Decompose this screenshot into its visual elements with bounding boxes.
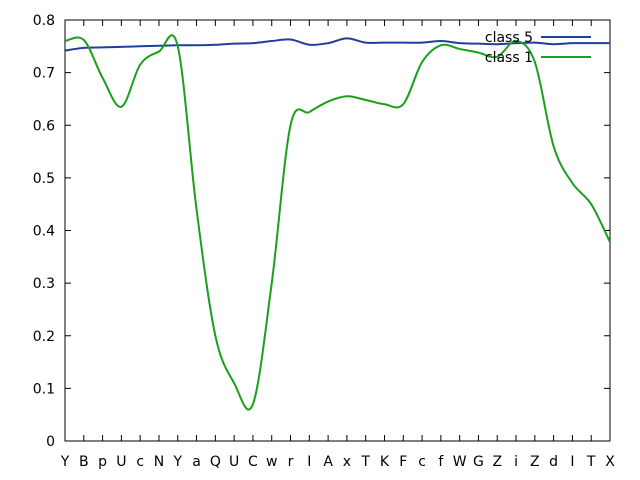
- legend-label-class-5: class 5: [485, 30, 533, 46]
- y-tick-label: 0.7: [33, 66, 55, 82]
- x-tick-label: Y: [172, 454, 182, 470]
- x-tick-label: f: [438, 454, 444, 470]
- x-tick-label: K: [380, 454, 390, 470]
- series-layer: [65, 34, 610, 411]
- x-tick-label: Q: [210, 454, 221, 470]
- y-tick-label: 0.2: [33, 329, 55, 345]
- x-tick-label: T: [360, 454, 370, 470]
- y-tick-label: 0.5: [33, 171, 55, 187]
- y-tick-label: 0.8: [33, 13, 55, 29]
- x-tick-label: p: [98, 454, 107, 470]
- x-tick-label: w: [266, 454, 277, 470]
- series-line-class-5: [65, 37, 610, 52]
- x-tick-label: N: [154, 454, 164, 470]
- x-tick-label: a: [192, 454, 201, 470]
- x-tick-label: Z: [530, 454, 540, 470]
- x-tick-label: I: [307, 454, 311, 470]
- x-tick-label: A: [323, 454, 333, 470]
- x-tick-label: C: [248, 454, 258, 470]
- legend: class 5 class 1: [485, 30, 591, 66]
- y-tick-label: 0.4: [33, 224, 55, 240]
- x-tick-label: T: [586, 454, 596, 470]
- plot-frame: [64, 19, 611, 442]
- y-tick-label: 0.3: [33, 276, 55, 292]
- x-tick-label: U: [116, 454, 126, 470]
- x-tick-label: i: [514, 454, 518, 470]
- x-tick-label: B: [79, 454, 89, 470]
- y-tick-label: 0.6: [33, 118, 55, 134]
- x-tick-label: U: [229, 454, 239, 470]
- x-tick-label: c: [418, 454, 426, 470]
- x-tick-label: c: [136, 454, 144, 470]
- x-tick-label: Z: [492, 454, 502, 470]
- x-tick-label: x: [343, 454, 351, 470]
- x-tick-label: I: [570, 454, 574, 470]
- x-tick-label: Y: [60, 454, 70, 470]
- y-tick-label: 0.1: [33, 381, 55, 397]
- x-tick-label: r: [288, 454, 294, 470]
- y-tick-label: 0: [46, 434, 55, 450]
- x-tick-label: F: [399, 454, 407, 470]
- x-tick-label: W: [453, 454, 467, 470]
- x-tick-label: X: [605, 454, 615, 470]
- x-tick-label: d: [549, 454, 558, 470]
- legend-label-class-1: class 1: [485, 50, 533, 66]
- x-tick-label: G: [473, 454, 484, 470]
- series-line-class-1: [65, 34, 610, 411]
